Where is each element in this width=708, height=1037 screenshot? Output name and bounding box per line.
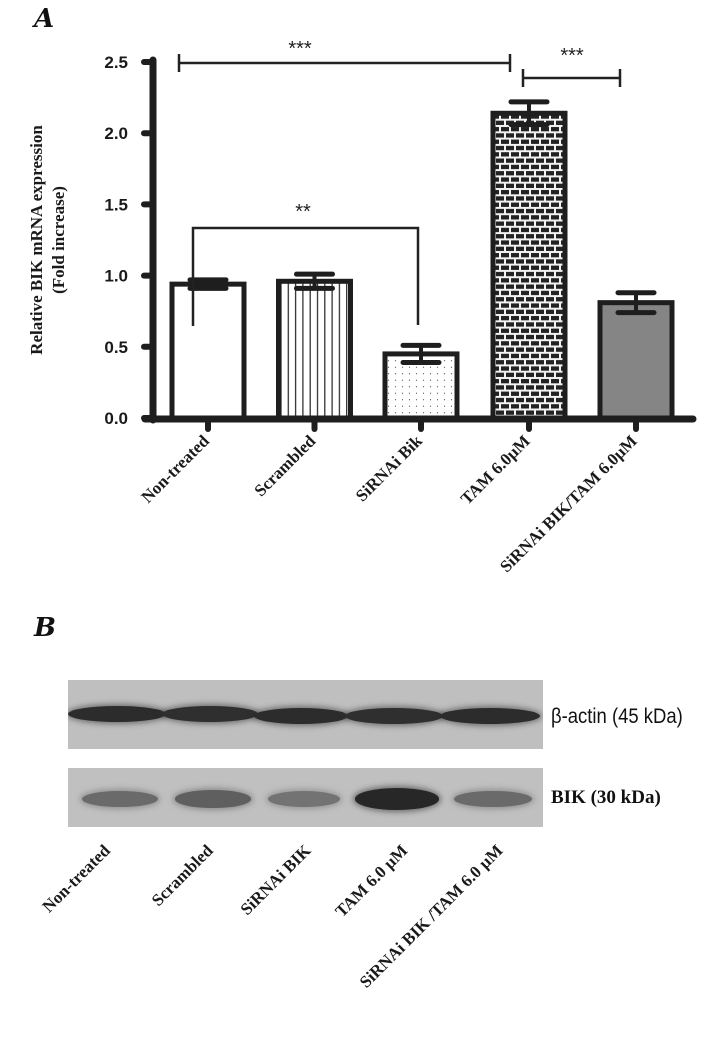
bar-scrambled: [276, 271, 353, 432]
x-tick-label: SiRNAi Bik: [352, 431, 426, 505]
error-bar: [187, 277, 229, 291]
blot-band: [355, 788, 439, 810]
x-tick-label: Scrambled: [250, 431, 319, 500]
y-tick-label: 1.5: [104, 195, 128, 214]
blot-band: [267, 791, 341, 807]
y-tick-label: 2.5: [104, 53, 128, 72]
bar-sirnai-bik: [382, 342, 460, 432]
y-axis-label: Relative BIK mRNA expression (Fold incre…: [27, 125, 68, 355]
blot-lane-label: Scrambled: [147, 840, 217, 910]
blot-row-bik: [68, 768, 543, 827]
bar-tam-6-0-m: [490, 99, 568, 432]
bar-sirnai-bik-tam-6-0-m: [597, 290, 675, 432]
blot-band: [81, 790, 159, 808]
blot-band: [254, 708, 348, 724]
x-tick-label: TAM 6.0µM: [457, 431, 534, 508]
error-bar: [294, 271, 335, 291]
svg-text:Relative BIK mRNA expression: Relative BIK mRNA expression: [27, 125, 46, 355]
significance-bracket-3: **: [191, 201, 420, 326]
x-tick-label: Non-treated: [138, 431, 214, 507]
blot-band: [68, 706, 166, 722]
error-bar: [400, 342, 442, 365]
blot-band: [345, 708, 443, 724]
significance-brackets: *** *****: [177, 38, 622, 326]
blot-lane-label: SiRNAi BIK: [236, 840, 315, 919]
y-tick-label: 0.5: [104, 338, 128, 357]
blot-lane-label: TAM 6.0 µM: [331, 840, 412, 921]
svg-text:(Fold increase): (Fold increase): [49, 186, 68, 294]
blot-row-beta-actin: [68, 680, 543, 749]
y-axis: 0.0 0.5 1.0 1.5 2.0 2.5: [104, 53, 157, 428]
bars-group: [169, 99, 675, 432]
svg-text:***: ***: [560, 45, 584, 67]
blot-label-bik: BIK (30 kDa): [551, 787, 661, 808]
y-tick-label: 1.0: [104, 267, 128, 286]
y-tick-label: 2.0: [104, 124, 128, 143]
panel-b-label: B: [34, 613, 56, 643]
x-axis-labels: Non-treated Scrambled SiRNAi Bik TAM 6.0µMS…: [138, 431, 641, 576]
error-bar: [615, 290, 657, 316]
svg-text:***: ***: [288, 38, 312, 60]
blot-band: [162, 706, 258, 722]
blot-band: [175, 790, 251, 808]
y-tick-label: 0.0: [104, 409, 128, 428]
svg-text:**: **: [295, 201, 311, 223]
significance-bracket-2: ***: [521, 45, 622, 87]
panel-a-label: A: [34, 4, 55, 34]
blot-band: [440, 708, 540, 724]
bar-chart: Relative BIK mRNA expression (Fold incre…: [27, 38, 697, 576]
significance-bracket-1: ***: [177, 38, 512, 72]
blot-label-beta-actin: β-actin (45 kDa): [551, 705, 683, 728]
bar-non-treated: [169, 277, 247, 432]
error-bar: [508, 99, 550, 128]
blot-lane-label: Non-treated: [38, 840, 114, 917]
blot-band: [453, 790, 532, 808]
